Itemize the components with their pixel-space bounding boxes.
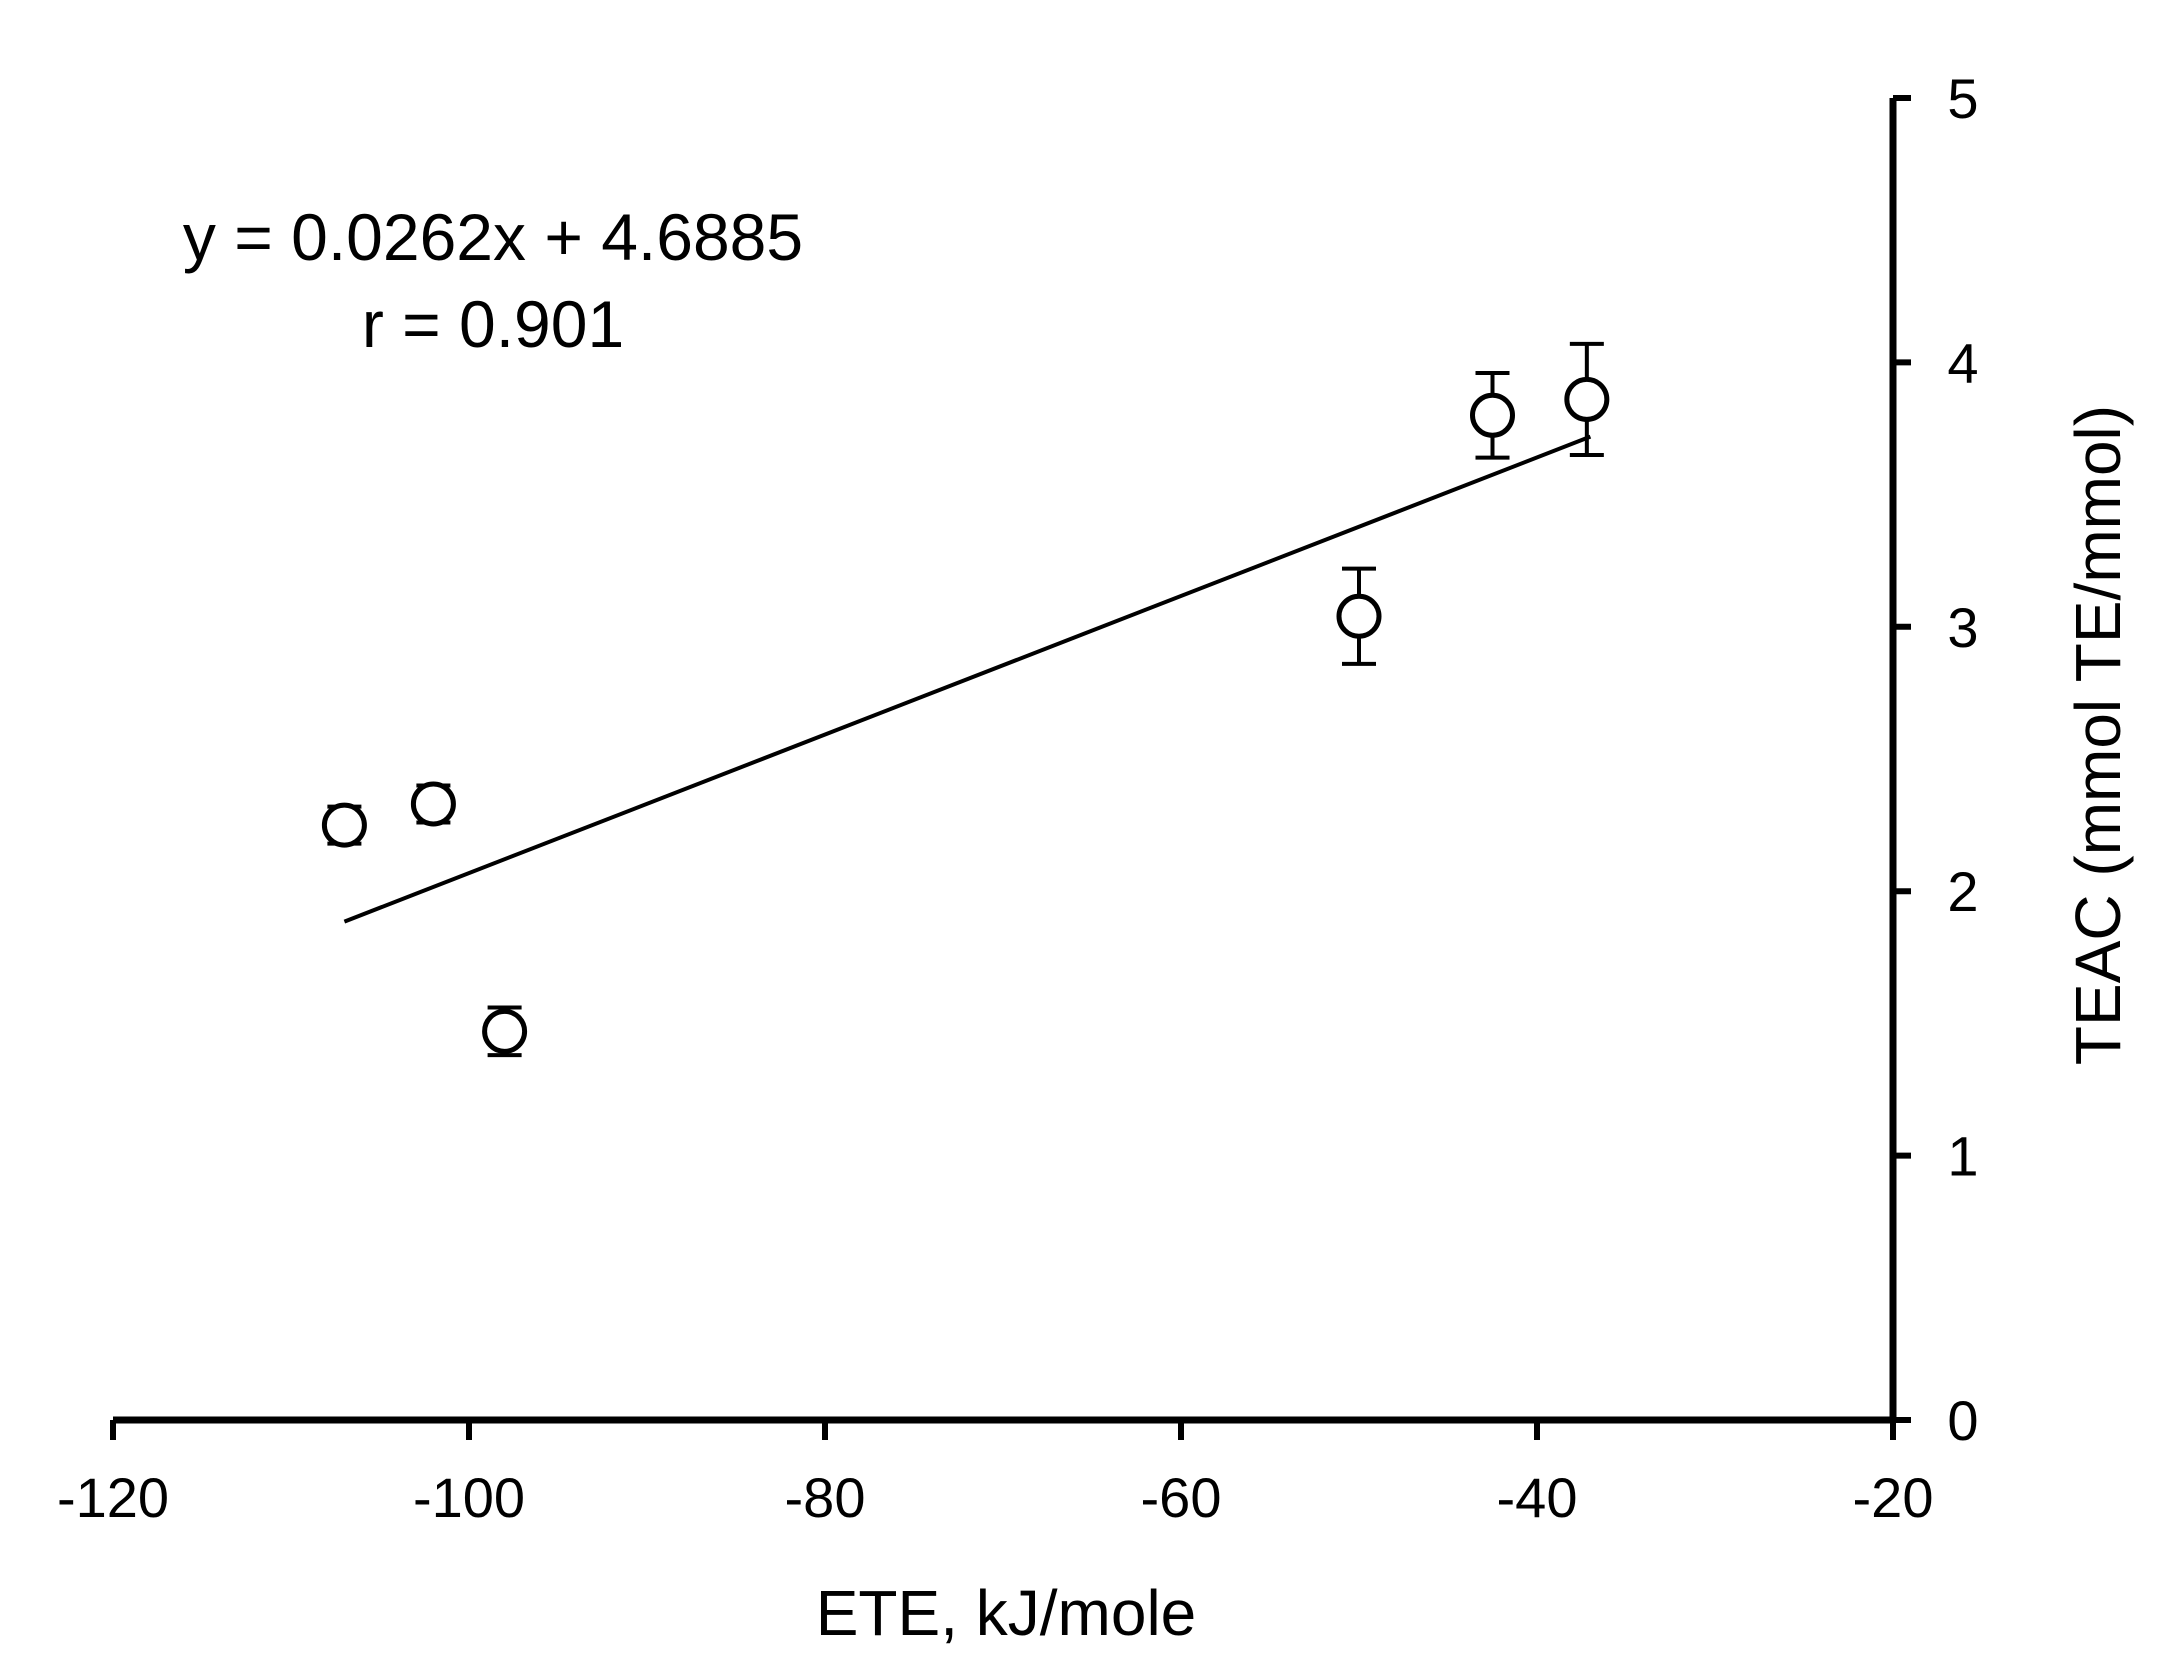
y-ticks: 0 1 2 3 4 5 bbox=[1893, 67, 1979, 1452]
y-tick-label: 3 bbox=[1947, 596, 1978, 659]
y-axis-label: TEAC (mmol TE/mmol) bbox=[2062, 405, 2134, 1065]
data-point bbox=[1336, 566, 1382, 666]
data-point bbox=[1564, 341, 1610, 457]
point-marker bbox=[1564, 376, 1610, 422]
x-tick-label: -60 bbox=[1141, 1466, 1222, 1529]
x-tick-label: -100 bbox=[413, 1466, 525, 1529]
y-tick-label: 5 bbox=[1947, 67, 1978, 130]
point-marker bbox=[321, 802, 367, 848]
correlation-coefficient: r = 0.901 bbox=[362, 287, 624, 361]
trendline-layer bbox=[343, 434, 1592, 924]
x-tick-label: -120 bbox=[57, 1466, 169, 1529]
y-tick-label: 0 bbox=[1947, 1389, 1978, 1452]
y-tick-label: 2 bbox=[1947, 860, 1978, 923]
point-marker bbox=[482, 1008, 528, 1054]
x-tick-label: -40 bbox=[1497, 1466, 1578, 1529]
x-tick-label: -80 bbox=[785, 1466, 866, 1529]
point-marker bbox=[1336, 593, 1382, 639]
data-point bbox=[410, 781, 456, 827]
regression-equation: y = 0.0262x + 4.6885 bbox=[183, 200, 803, 274]
x-axis-label: ETE, kJ/mole bbox=[816, 1577, 1197, 1649]
points-layer bbox=[321, 341, 1610, 1058]
axes-layer: -120 -100 -80 -60 -40 -20 0 1 2 3 4 5 bbox=[57, 67, 1979, 1529]
point-marker bbox=[410, 781, 456, 827]
x-ticks: -120 -100 -80 -60 -40 -20 bbox=[57, 1420, 1934, 1529]
trendline bbox=[343, 434, 1592, 924]
data-point bbox=[482, 1005, 528, 1058]
x-tick-label: -20 bbox=[1853, 1466, 1934, 1529]
y-tick-label: 1 bbox=[1947, 1125, 1978, 1188]
y-tick-label: 4 bbox=[1947, 331, 1978, 394]
data-point bbox=[321, 802, 367, 848]
point-marker bbox=[1470, 392, 1515, 438]
data-point bbox=[1470, 370, 1515, 460]
